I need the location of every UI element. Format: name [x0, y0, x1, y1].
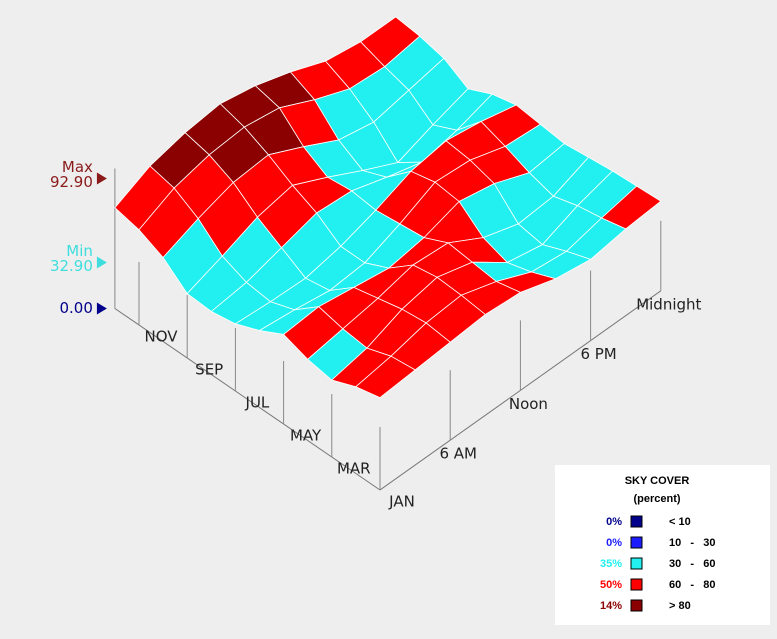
legend-share: 50% [600, 579, 622, 591]
legend-share: 0% [606, 516, 622, 528]
marker-name: Min [66, 242, 93, 260]
month-axis [114, 308, 381, 491]
legend-swatch [630, 557, 643, 570]
legend-range: 30 - 60 [669, 558, 715, 570]
marker-value: 32.90 [50, 257, 93, 275]
legend-swatch [630, 578, 643, 591]
legend-share: 14% [600, 600, 622, 612]
hour-tick-label: 6 AM [439, 445, 477, 463]
legend: SKY COVER (percent) 0% < 10 0% 10 - 30 35% 30… [555, 465, 770, 625]
legend-share: 0% [606, 537, 622, 549]
axes [114, 168, 662, 491]
legend-range: 60 - 80 [669, 579, 715, 591]
surface [114, 16, 662, 399]
legend-swatch [630, 599, 643, 612]
labels: JAN MAR MAY JUL SEP NOV 6 AM Noon 6 PM Midnight Ma… [50, 158, 702, 511]
month-tick-label: JAN [388, 493, 415, 511]
marker-value: 92.90 [50, 173, 93, 191]
value-marker [96, 256, 107, 269]
legend-box [555, 465, 770, 625]
month-tick-label: MAY [290, 427, 322, 445]
legend-swatch [630, 536, 643, 549]
month-tick-label: SEP [195, 361, 223, 379]
marker-value: 0.00 [59, 299, 92, 317]
hour-tick-label: Noon [509, 395, 548, 413]
value-marker [96, 302, 107, 315]
surface-cell [355, 355, 416, 399]
legend-share: 35% [600, 558, 622, 570]
value-marker [96, 172, 107, 185]
legend-range: > 80 [669, 600, 691, 612]
legend-range: < 10 [669, 516, 691, 528]
hour-tick-label: 6 PM [580, 345, 616, 363]
month-tick-label: NOV [144, 328, 178, 346]
legend-range: 10 - 30 [669, 537, 715, 549]
marker-name: Max [62, 158, 93, 176]
hour-tick-label: Midnight [636, 295, 701, 313]
legend-subtitle: (percent) [633, 493, 680, 505]
legend-swatch [630, 515, 643, 528]
month-tick-label: JUL [245, 394, 270, 412]
month-tick-label: MAR [337, 460, 371, 478]
legend-title: SKY COVER [625, 475, 690, 487]
